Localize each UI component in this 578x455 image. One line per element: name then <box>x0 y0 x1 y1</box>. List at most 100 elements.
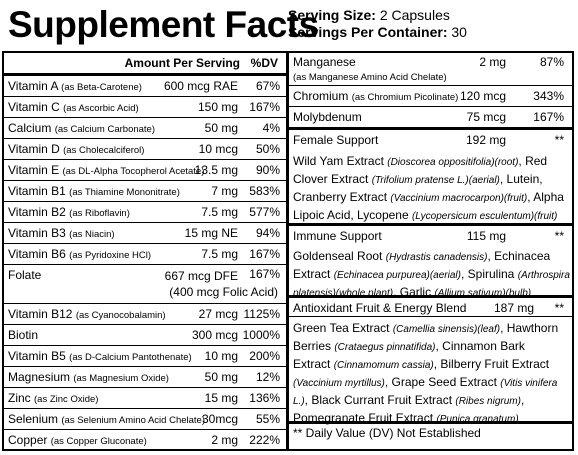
nutrient-amount: 600 mcg RAE <box>163 79 238 93</box>
blend-dv: ** <box>554 229 564 243</box>
nutrient-amount: 10 mcg <box>198 142 238 156</box>
nutrient-name: Biotin <box>8 328 39 342</box>
nutrient-amount: 27 mcg <box>198 307 238 321</box>
nutrient-source: (as Thiamine Mononitrate) <box>69 187 180 198</box>
nutrient-name: Manganese <box>293 55 356 69</box>
nutrient-row: Vitamin B3 (as Niacin) 15 mg NE 94% <box>4 223 286 244</box>
nutrient-dv: 167% <box>249 100 280 114</box>
nutrient-row: Selenium (as Selenium Amino Acid Chelate… <box>4 409 286 430</box>
blend-name: Antioxidant Fruit & Energy Blend <box>293 301 467 315</box>
nutrient-source: (as D-Calcium Pantothenate) <box>69 352 192 363</box>
nutrient-amount: 13.5 mg <box>194 163 238 177</box>
nutrient-dv: 94% <box>255 226 280 240</box>
nutrient-source: (as Magnesium Oxide) <box>73 373 169 384</box>
nutrient-name: Vitamin B5 (as D-Calcium Pantothenate) <box>8 349 192 363</box>
nutrient-dv: 136% <box>249 391 280 405</box>
nutrient-amount: 120 mcg <box>459 89 506 103</box>
nutrient-source: (as Pyridoxine HCl) <box>69 250 151 261</box>
nutrient-source: (as Copper Gluconate) <box>50 436 147 447</box>
nutrient-name: Vitamin D (as Cholecalciferol) <box>8 142 145 156</box>
nutrient-amount: 667 mcg DFE (400 mcg Folic Acid) <box>164 269 278 299</box>
nutrient-source: (as Chromium Picolinate) <box>351 92 459 103</box>
nutrient-name: Vitamin B12 (as Cyanocobalamin) <box>8 307 166 321</box>
nutrient-dv: 167% <box>533 110 564 124</box>
nutrient-amount: 15 mg NE <box>184 226 238 240</box>
blend-dv: ** <box>554 301 564 315</box>
blend-antioxidant: Antioxidant Fruit & Energy Blend 187 mg … <box>289 298 572 425</box>
blend-dv: ** <box>554 133 564 147</box>
panel-title: Supplement Facts <box>8 4 319 45</box>
column-divider <box>286 51 289 451</box>
nutrient-name: Vitamin B6 (as Pyridoxine HCl) <box>8 247 151 261</box>
nutrient-source: (as Cyanocobalamin) <box>75 310 166 321</box>
nutrient-row: Vitamin B12 (as Cyanocobalamin) 27 mcg 112… <box>4 304 286 325</box>
blend-amount: 187 mg <box>493 301 534 315</box>
servings-label: Servings Per Container: <box>288 24 448 40</box>
right-column: Manganese (as Manganese Amino Acid Chela… <box>289 53 572 440</box>
nutrient-name: Vitamin E (as DL-Alpha Tocopherol Acetat… <box>8 163 205 177</box>
nutrient-row: Folate 667 mcg DFE (400 mcg Folic Acid) 167… <box>4 265 286 304</box>
nutrient-row: Vitamin B2 (as Riboflavin) 7.5 mg 577% <box>4 202 286 223</box>
nutrient-row: Vitamin D (as Cholecalciferol) 10 mcg 50% <box>4 139 286 160</box>
nutrient-name: Vitamin B2 (as Riboflavin) <box>8 205 130 219</box>
nutrient-source: (as Ascorbic Acid) <box>63 103 139 114</box>
blend-name: Female Support <box>293 133 379 147</box>
serving-size-value: 2 Capsules <box>379 7 450 23</box>
nutrient-row: Magnesium (as Magnesium Oxide) 50 mg 12% <box>4 367 286 388</box>
nutrient-amount: 7.5 mg <box>201 205 238 219</box>
nutrient-dv: 200% <box>249 349 280 363</box>
blend-immune-support: Immune Support 115 mg ** Goldenseal Root… <box>289 226 572 299</box>
dv-header: %DV <box>250 56 278 70</box>
servings-per-container-line: Servings Per Container: 30 <box>288 24 467 41</box>
nutrient-amount: 2 mg <box>211 433 238 447</box>
serving-info: Serving Size: 2 Capsules Servings Per Co… <box>288 7 467 41</box>
nutrient-dv: 577% <box>249 205 280 219</box>
nutrient-name: Chromium <box>293 89 349 103</box>
nutrient-name: Vitamin C (as Ascorbic Acid) <box>8 100 139 114</box>
nutrient-row: Vitamin B1 (as Thiamine Mononitrate) 7 mg… <box>4 181 286 202</box>
blend-female-support: Female Support 192 mg ** Wild Yam Extrac… <box>289 130 572 226</box>
nutrient-amount: 75 mcg <box>466 110 506 124</box>
nutrient-name: Folate <box>8 268 42 282</box>
nutrient-name: Calcium (as Calcium Carbonate) <box>8 121 156 135</box>
nutrient-row: Biotin 300 mcg 1000% <box>4 325 286 346</box>
nutrient-source: (as Zinc Oxide) <box>34 394 99 405</box>
nutrient-amount: 2 mg <box>479 55 506 69</box>
nutrient-dv: 12% <box>255 370 280 384</box>
nutrient-row: Vitamin B6 (as Pyridoxine HCl) 7.5 mg 167% <box>4 244 286 265</box>
serving-size-line: Serving Size: 2 Capsules <box>288 7 467 24</box>
nutrient-name: Copper (as Copper Gluconate) <box>8 433 147 447</box>
nutrient-name: Vitamin B1 (as Thiamine Mononitrate) <box>8 184 180 198</box>
nutrient-dv: 222% <box>249 433 280 447</box>
blend-amount: 115 mg <box>466 229 506 243</box>
nutrient-name: Selenium (as Selenium Amino Acid Chelate… <box>8 412 206 426</box>
table-header: Amount Per Serving %DV <box>4 53 286 76</box>
nutrient-row-molybdenum: Molybdenum 75 mcg 167% <box>289 107 572 130</box>
nutrient-amount: 7.5 mg <box>201 247 238 261</box>
nutrient-dv: 343% <box>533 89 564 103</box>
nutrient-amount: 50 mg <box>204 121 238 135</box>
nutrient-row: Calcium (as Calcium Carbonate) 50 mg 4% <box>4 118 286 139</box>
nutrient-name: Vitamin A (as Beta-Carotene) <box>8 79 142 93</box>
nutrient-row-chromium: Chromium (as Chromium Picolinate) 120 mc… <box>289 86 572 107</box>
nutrient-amount: 50 mg <box>204 370 238 384</box>
blend-name: Immune Support <box>293 229 382 243</box>
nutrient-dv: 4% <box>262 121 280 135</box>
nutrient-dv: 583% <box>249 184 280 198</box>
nutrient-amount: 10 mg <box>204 349 238 363</box>
nutrient-dv: 167% <box>249 247 280 261</box>
nutrient-source: (as Niacin) <box>69 229 115 240</box>
nutrient-source: (as DL-Alpha Tocopherol Acetate) <box>62 166 205 177</box>
nutrient-source: (as Selenium Amino Acid Chelate) <box>61 415 206 426</box>
serving-size-label: Serving Size: <box>288 7 376 23</box>
nutrient-dv: 55% <box>255 412 280 426</box>
amount-header: Amount Per Serving <box>124 56 240 70</box>
nutrient-name: Zinc (as Zinc Oxide) <box>8 391 99 405</box>
nutrient-row: Vitamin B5 (as D-Calcium Pantothenate) 10… <box>4 346 286 367</box>
nutrient-dv: 67% <box>255 79 280 93</box>
blend-ingredients: Green Tea Extract (Camellia sinensis)(le… <box>293 321 559 425</box>
nutrient-row: Zinc (as Zinc Oxide) 15 mg 136% <box>4 388 286 409</box>
nutrient-row: Vitamin E (as DL-Alpha Tocopherol Acetat… <box>4 160 286 181</box>
nutrient-source: (as Calcium Carbonate) <box>54 124 156 135</box>
nutrient-dv: 167% <box>249 267 280 281</box>
